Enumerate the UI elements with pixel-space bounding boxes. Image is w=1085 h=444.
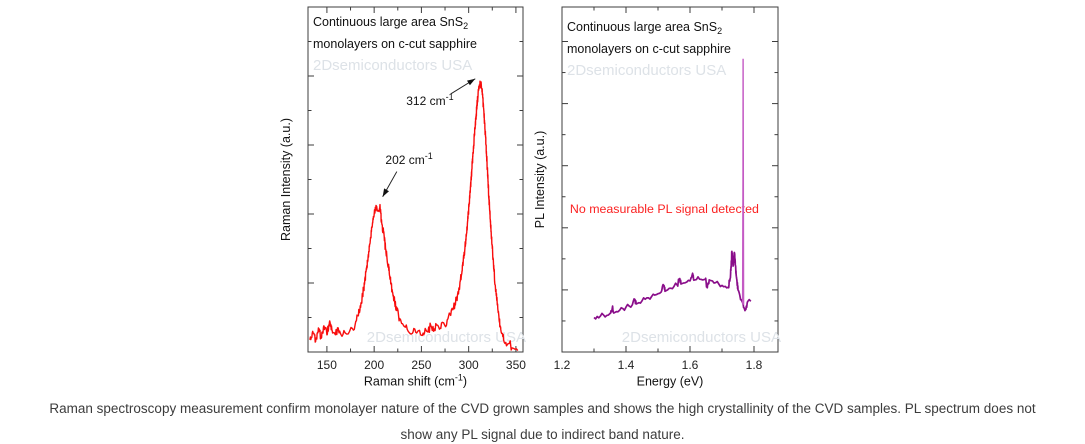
x-tick-label: 1.8 bbox=[746, 358, 763, 372]
peak-annotation: 312 cm-1 bbox=[406, 92, 453, 108]
y-axis-label: PL Intensity (a.u.) bbox=[533, 131, 547, 229]
plot-title-line-1: Continuous large area SnS2 bbox=[313, 15, 468, 31]
plot-title-line-2: monolayers on c-cut sapphire bbox=[567, 42, 731, 56]
watermark-top: 2Dsemiconductors USA bbox=[567, 62, 726, 79]
peak-annotation: 202 cm-1 bbox=[385, 151, 432, 167]
x-axis-label: Raman shift (cm-1) bbox=[364, 373, 467, 389]
y-axis-label: Raman Intensity (a.u.) bbox=[279, 118, 293, 241]
pl-spectrum-chart: 1.2 1.4 1.6 1.8 Energy (eV) PL Intensity (a.u… bbox=[533, 6, 781, 389]
pl-spike bbox=[741, 58, 745, 305]
plot-frame bbox=[561, 6, 779, 353]
figure-caption: Raman spectroscopy measurement confirm m… bbox=[0, 396, 1085, 444]
watermark-bottom: 2Dsemiconductors USA bbox=[367, 329, 526, 346]
annotation-arrowhead bbox=[467, 78, 476, 86]
x-tick-label: 350 bbox=[506, 358, 526, 372]
caption-line-2: show any PL signal due to indirect band … bbox=[400, 427, 685, 442]
raman-spectrum-chart: 150 200 250 300 350 Raman shift (cm-1) Raman I… bbox=[279, 6, 526, 389]
raman-curve bbox=[309, 80, 519, 352]
x-tick-label: 1.6 bbox=[682, 358, 699, 372]
plot-title-line-2: monolayers on c-cut sapphire bbox=[313, 37, 477, 51]
pl-note: No measurable PL signal detected bbox=[570, 202, 759, 216]
annotation-arrowhead bbox=[382, 188, 389, 197]
pl-curve bbox=[593, 250, 752, 320]
x-tick-label: 200 bbox=[364, 358, 384, 372]
watermark-bottom: 2Dsemiconductors USA bbox=[622, 329, 781, 346]
plot-title-line-1: Continuous large area SnS2 bbox=[567, 20, 722, 36]
x-tick-label: 250 bbox=[411, 358, 431, 372]
watermark-top: 2Dsemiconductors USA bbox=[313, 57, 472, 74]
caption-line-1: Raman spectroscopy measurement confirm m… bbox=[49, 401, 1036, 416]
x-tick-label: 1.4 bbox=[618, 358, 635, 372]
x-axis-label: Energy (eV) bbox=[637, 375, 704, 389]
x-tick-label: 150 bbox=[317, 358, 337, 372]
x-tick-label: 1.2 bbox=[554, 358, 571, 372]
x-tick-label: 300 bbox=[459, 358, 479, 372]
